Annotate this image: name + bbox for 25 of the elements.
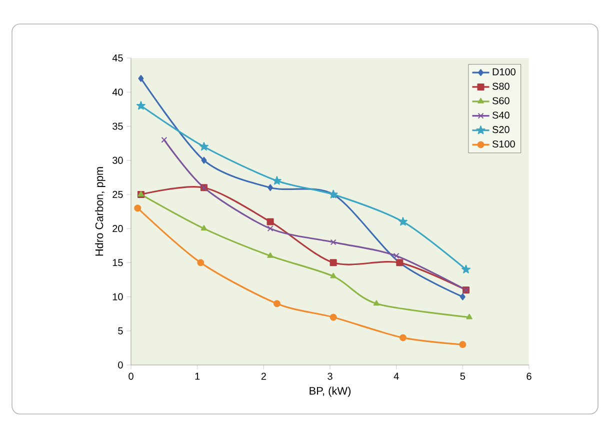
legend-label: S40 (492, 112, 510, 119)
x-tick-label: 5 (460, 372, 466, 380)
y-axis-title: Hdro Carbon, ppm (95, 167, 106, 256)
legend-label: S100 (492, 140, 515, 148)
x-tick-label: 4 (394, 372, 399, 380)
y-tick-label: 45 (112, 54, 123, 62)
x-tick-label: 2 (261, 372, 266, 380)
y-tick-label: 40 (112, 88, 123, 96)
y-tick-label: 0 (118, 361, 123, 369)
legend-label: S60 (492, 97, 510, 104)
y-tick-label: 5 (118, 327, 123, 334)
y-tick-label: 35 (112, 122, 123, 130)
x-tick-label: 3 (328, 372, 332, 380)
legend-label: S20 (492, 126, 510, 134)
x-tick-label: 6 (526, 372, 532, 380)
y-tick-label: 15 (112, 259, 123, 266)
y-tick-label: 10 (112, 293, 123, 300)
x-tick-label: 1 (195, 372, 200, 380)
x-axis-title: BP, (kW) (310, 386, 351, 397)
y-tick-label: 30 (112, 156, 123, 164)
y-tick-label: 20 (112, 225, 123, 232)
x-tick-label: 0 (128, 372, 134, 380)
y-tick-label: 25 (112, 190, 123, 198)
legend-label: S80 (492, 82, 510, 90)
legend-label: D100 (492, 68, 516, 76)
